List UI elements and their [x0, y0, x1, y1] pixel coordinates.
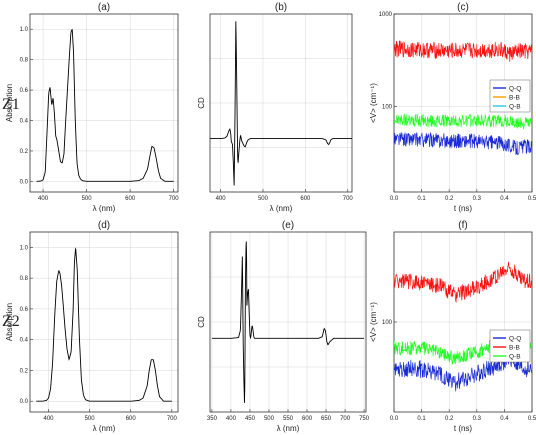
- x-tick-label-c-5: 0.5: [528, 196, 536, 202]
- x-tick-label-e-5: 600: [302, 416, 313, 422]
- x-tick-label-c-1: 0.1: [417, 196, 426, 202]
- y-axis-label-f: <V> (cm⁻¹): [369, 302, 378, 342]
- panel-title-c: (c): [457, 2, 469, 13]
- x-tick-label-c-4: 0.4: [500, 196, 509, 202]
- series-line-e-0: [211, 241, 365, 403]
- y-tick-label-d-4: 0.8: [20, 276, 29, 282]
- y-tick-label-d-1: 0.2: [20, 368, 29, 374]
- plot-frame-a: [29, 13, 179, 193]
- panel-c: 0.0 0.1 0.2 0.3 0.4 0.5 100 1000 (c) t (ns) <V> (c…: [369, 2, 536, 213]
- y-tick-label-a-2: 0.4: [20, 118, 29, 124]
- x-axis-label-b: λ (nm): [270, 204, 293, 213]
- x-axis-label-a: λ (nm): [93, 204, 116, 213]
- series-line-a-0: [36, 29, 174, 182]
- legend-label-c-0: Q-Q: [509, 85, 521, 92]
- y-tick-label-a-1: 0.2: [20, 149, 29, 155]
- y-tick-label-a-5: 1.0: [20, 27, 29, 33]
- y-tick-label-c-1: 1000: [379, 12, 393, 18]
- y-axis-label-a: Absorption: [5, 84, 14, 122]
- y-axis-label-e: CD: [197, 316, 206, 328]
- y-tick-label-c-0: 100: [382, 105, 393, 111]
- x-tick-label-d-0: 400: [43, 416, 54, 422]
- plot-frame-b: [209, 13, 353, 193]
- y-axis-label-b: CD: [197, 97, 206, 109]
- x-tick-label-d-3: 700: [167, 416, 178, 422]
- series-line-d-0: [36, 247, 172, 402]
- y-tick-label-a-0: 0.0: [20, 179, 29, 185]
- x-tick-label-e-4: 550: [283, 416, 294, 422]
- x-tick-label-c-2: 0.2: [445, 196, 454, 202]
- y-axis-label-c: <V> (cm⁻¹): [369, 83, 378, 123]
- legend-label-f-2: Q-B: [509, 353, 521, 360]
- legend-label-c-2: Q-B: [509, 103, 521, 110]
- y-tick-label-d-0: 0.0: [20, 399, 29, 405]
- y-axis-label-d: Absorption: [5, 303, 14, 341]
- legend-label-c-1: B-B: [509, 94, 520, 101]
- y-tick-label-d-5: 1.0: [20, 245, 29, 251]
- series-line-c-0: [394, 40, 532, 62]
- y-tick-label-d-3: 0.6: [20, 307, 29, 313]
- x-tick-label-f-0: 0.0: [390, 416, 399, 422]
- x-tick-label-f-3: 0.3: [473, 416, 482, 422]
- x-tick-label-b-1: 500: [258, 196, 269, 202]
- x-tick-label-d-1: 500: [85, 416, 96, 422]
- x-axis-label-c: t (ns): [454, 204, 473, 213]
- panel-title-b: (b): [275, 2, 287, 13]
- x-tick-label-e-3: 500: [264, 416, 275, 422]
- x-tick-label-b-0: 400: [216, 196, 227, 202]
- row-label-z2: Z2: [2, 313, 20, 330]
- panel-a: 400 500 600 700 0.0 0.2 0.4 0.6 0.8 1.0 (a) λ (nm) A…: [5, 2, 179, 213]
- panel-title-e: (e): [282, 220, 294, 231]
- panel-title-d: (d): [98, 220, 110, 231]
- y-tick-label-a-4: 0.8: [20, 58, 29, 64]
- x-tick-label-d-2: 600: [126, 416, 137, 422]
- panel-b: 400 500 600 700 (b) λ (nm) CD: [197, 2, 353, 213]
- y-tick-label-d-2: 0.4: [20, 338, 29, 344]
- y-tick-label-f-0: 100: [382, 320, 393, 326]
- row-label-z1: Z1: [2, 96, 20, 113]
- x-tick-label-f-5: 0.5: [528, 416, 536, 422]
- panel-d: 400 500 600 700 0.0 0.2 0.4 0.6 0.8 1.0 (d) λ (nm) A…: [5, 220, 179, 433]
- x-tick-label-e-2: 450: [245, 416, 256, 422]
- x-tick-label-c-0: 0.0: [390, 196, 399, 202]
- panel-title-a: (a): [98, 2, 110, 13]
- x-tick-label-e-6: 650: [321, 416, 332, 422]
- x-tick-label-b-2: 600: [300, 196, 311, 202]
- x-tick-label-a-3: 700: [169, 196, 180, 202]
- x-tick-label-f-2: 0.2: [445, 416, 454, 422]
- plot-frame-c: [393, 13, 533, 193]
- series-line-b-0: [210, 21, 352, 186]
- x-tick-label-f-1: 0.1: [417, 416, 426, 422]
- x-tick-label-e-7: 700: [340, 416, 351, 422]
- panel-title-f: (f): [458, 220, 467, 231]
- legend-label-f-0: Q-Q: [509, 335, 521, 342]
- series-line-c-1: [394, 113, 532, 130]
- y-tick-label-a-3: 0.6: [20, 88, 29, 94]
- x-tick-label-a-1: 500: [82, 196, 93, 202]
- x-tick-label-f-4: 0.4: [500, 416, 509, 422]
- x-tick-label-c-3: 0.3: [473, 196, 482, 202]
- x-tick-label-e-8: 750: [359, 416, 370, 422]
- x-tick-label-e-1: 400: [226, 416, 237, 422]
- series-line-c-2: [394, 131, 532, 156]
- legend-label-f-1: B-B: [509, 344, 520, 351]
- x-axis-label-f: t (ns): [454, 424, 473, 433]
- panel-e: 350 400 450 500 550 600 650 700 750 (e) λ (nm) CD: [197, 220, 370, 433]
- plot-frame-d: [29, 231, 179, 413]
- x-tick-label-e-0: 350: [207, 416, 218, 422]
- x-axis-label-e: λ (nm): [277, 424, 300, 433]
- x-tick-label-a-0: 400: [38, 196, 49, 202]
- x-tick-label-b-3: 700: [343, 196, 354, 202]
- x-axis-label-d: λ (nm): [93, 424, 116, 433]
- panel-f: 0.0 0.1 0.2 0.3 0.4 0.5 100 (f) t (ns) <V> (cm⁻¹)…: [369, 220, 536, 433]
- x-tick-label-a-2: 600: [125, 196, 136, 202]
- series-line-f-0: [394, 261, 532, 304]
